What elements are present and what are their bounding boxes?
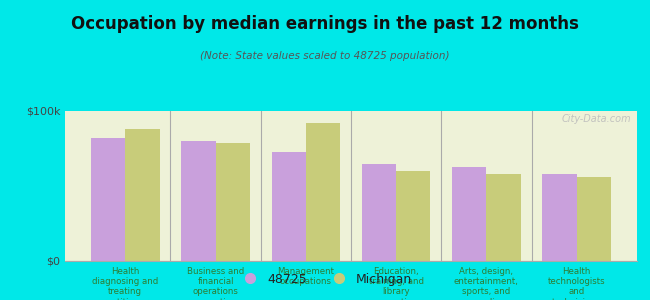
Bar [542, 174, 577, 261]
Text: City-Data.com: City-Data.com [562, 114, 631, 124]
Bar [272, 152, 306, 261]
Bar [125, 129, 160, 261]
Bar [306, 123, 340, 261]
Bar [396, 171, 430, 261]
Bar [181, 141, 216, 261]
Bar [362, 164, 396, 261]
Bar [216, 142, 250, 261]
Text: Occupation by median earnings in the past 12 months: Occupation by median earnings in the pas… [71, 15, 579, 33]
Text: (Note: State values scaled to 48725 population): (Note: State values scaled to 48725 popu… [200, 51, 450, 61]
Legend: 48725, Michigan: 48725, Michigan [233, 268, 417, 291]
Bar [452, 167, 486, 261]
Bar [577, 177, 611, 261]
Bar [486, 174, 521, 261]
Bar [91, 138, 125, 261]
